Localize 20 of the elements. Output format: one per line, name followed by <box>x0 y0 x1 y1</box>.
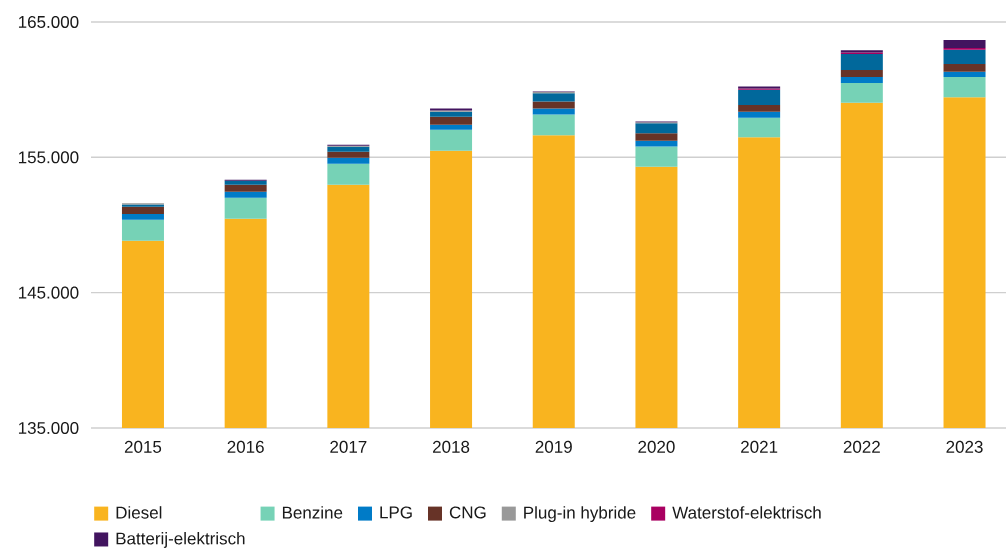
x-tick-label: 2019 <box>535 440 572 453</box>
legend-label: CNG <box>449 506 486 519</box>
x-tick-label: 2018 <box>433 440 470 453</box>
y-tick-label: 145.000 <box>18 286 79 299</box>
legend-label: Benzine <box>282 506 343 519</box>
x-tick-label: 2021 <box>741 440 778 453</box>
y-tick-label: 135.000 <box>18 421 79 434</box>
legend-label: Plug-in hybride <box>524 506 636 523</box>
legend-label: Batterij-elektrisch <box>116 532 245 548</box>
legend-label: Diesel <box>116 506 162 519</box>
y-tick-label: 155.000 <box>18 151 79 164</box>
legend-label: LPG <box>380 506 412 519</box>
x-tick-label: 2015 <box>124 440 162 453</box>
x-tick-label: 2020 <box>638 440 675 453</box>
x-tick-label: 2016 <box>227 440 264 453</box>
x-tick-label: 2017 <box>330 440 367 453</box>
x-tick-label: 2023 <box>946 440 983 453</box>
legend-label: Waterstof-elektrisch <box>672 506 821 519</box>
x-tick-label: 2022 <box>843 440 880 453</box>
y-tick-label: 165.000 <box>18 15 79 28</box>
